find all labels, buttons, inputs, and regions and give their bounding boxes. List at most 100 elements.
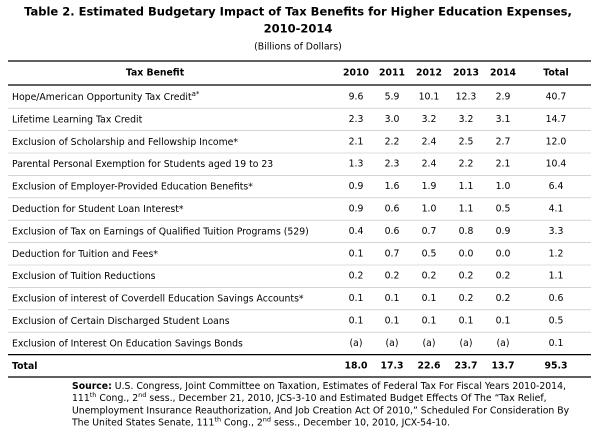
source-text: Unemployment Insurance Reauthorization, … <box>72 405 570 416</box>
cell: 18.0 <box>345 360 368 371</box>
column-header: 2013 <box>453 68 479 79</box>
cell: 2.9 <box>496 92 511 103</box>
cell: 3.2 <box>422 114 437 125</box>
cell: 0.8 <box>459 226 474 237</box>
cell: (a) <box>423 338 436 349</box>
cell: 0.9 <box>496 226 511 237</box>
cell: 0.0 <box>459 248 474 259</box>
cell: 0.1 <box>459 316 474 327</box>
cell: 22.6 <box>418 360 441 371</box>
cell: 2.3 <box>385 159 400 170</box>
cell: 0.4 <box>349 226 364 237</box>
cell: 9.6 <box>349 92 364 103</box>
cell: 3.2 <box>459 114 474 125</box>
label-text: Exclusion of Scholarship and Fellowship … <box>12 136 238 147</box>
row-label: Parental Personal Exemption for Students… <box>12 159 273 170</box>
cell: 2.1 <box>349 136 364 147</box>
label-text: Deduction for Tuition and Fees* <box>12 248 158 259</box>
cell: 0.7 <box>422 226 437 237</box>
source-text: sess., December 10, 2010, JCX-54-10. <box>271 417 450 428</box>
cell: 0.1 <box>349 316 364 327</box>
cell: 1.2 <box>549 248 564 259</box>
label-text: Exclusion of Employer-Provided Education… <box>12 181 253 192</box>
column-header: 2010 <box>343 68 369 79</box>
cell: 10.4 <box>546 159 567 170</box>
label-text: Exclusion of Tax on Earnings of Qualifie… <box>12 226 309 237</box>
cell: 3.1 <box>496 114 511 125</box>
cell: 0.1 <box>349 293 364 304</box>
cell: 0.2 <box>422 271 437 282</box>
cell: 4.1 <box>549 204 564 215</box>
cell: 6.4 <box>549 181 564 192</box>
source-text: sess., December 21, 2010, JCS-3-10 and E… <box>146 393 546 404</box>
cell: 0.1 <box>349 248 364 259</box>
cell: 0.5 <box>422 248 437 259</box>
label-text: Parental Personal Exemption for Students… <box>12 159 273 170</box>
cell: 0.5 <box>549 316 564 327</box>
row-label: Exclusion of Interest On Education Savin… <box>12 338 243 349</box>
row-label: Deduction for Tuition and Fees* <box>12 248 158 259</box>
cell: 10.1 <box>419 92 440 103</box>
cell: 2.4 <box>422 159 437 170</box>
row-label: Exclusion of Employer-Provided Education… <box>12 181 253 192</box>
source-label: Source: <box>72 381 112 392</box>
cell: 23.7 <box>455 360 478 371</box>
cell: 1.6 <box>385 181 400 192</box>
cell: 0.2 <box>385 271 400 282</box>
label-text: Exclusion of Tuition Reductions <box>12 271 156 282</box>
label-text: Deduction for Student Loan Interest* <box>12 204 184 215</box>
source-line: 111th Cong., 2nd sess., December 21, 201… <box>72 391 547 404</box>
cell: 17.3 <box>381 360 404 371</box>
cell: 2.5 <box>459 136 474 147</box>
superscript: th <box>214 416 221 424</box>
cell: 1.9 <box>422 181 437 192</box>
source-text: 111 <box>72 393 90 404</box>
column-header: Total <box>543 68 568 79</box>
cell: 13.7 <box>492 360 515 371</box>
cell: (a) <box>350 338 363 349</box>
cell: 2.2 <box>385 136 400 147</box>
cell: 2.3 <box>349 114 364 125</box>
source-line: Source: U.S. Congress, Joint Committee o… <box>72 381 566 392</box>
cell: 1.0 <box>422 204 437 215</box>
cell: 1.3 <box>349 159 364 170</box>
source-line: Unemployment Insurance Reauthorization, … <box>72 405 570 416</box>
cell: 0.1 <box>549 338 564 349</box>
row-label: Lifetime Learning Tax Credit <box>12 114 143 125</box>
cell: 0.1 <box>385 293 400 304</box>
cell: (a) <box>460 338 473 349</box>
label-text: Lifetime Learning Tax Credit <box>12 114 143 125</box>
cell: 0.2 <box>496 271 511 282</box>
row-label: Hope/American Opportunity Tax Credita* <box>12 90 200 103</box>
cell: 0.2 <box>459 293 474 304</box>
label-text: Total <box>12 360 37 371</box>
cell: (a) <box>386 338 399 349</box>
cell: 0.1 <box>422 293 437 304</box>
row-label: Exclusion of Tax on Earnings of Qualifie… <box>12 226 309 237</box>
cell: 12.3 <box>456 92 477 103</box>
cell: 0.2 <box>459 271 474 282</box>
cell: 0.9 <box>349 204 364 215</box>
row-label: Exclusion of Scholarship and Fellowship … <box>12 136 238 147</box>
label-text: Exclusion of Certain Discharged Student … <box>12 316 230 327</box>
cell: 0.0 <box>496 248 511 259</box>
row-label: Deduction for Student Loan Interest* <box>12 204 184 215</box>
cell: 3.3 <box>549 226 564 237</box>
cell: 1.1 <box>459 181 474 192</box>
cell: (a) <box>497 338 510 349</box>
superscript: th <box>90 391 97 399</box>
cell: 0.6 <box>385 226 400 237</box>
column-header: Tax Benefit <box>126 68 185 79</box>
cell: 1.1 <box>549 271 564 282</box>
column-header: 2014 <box>490 68 516 79</box>
cell: 95.3 <box>545 360 568 371</box>
cell: 40.7 <box>546 92 567 103</box>
cell: 1.1 <box>459 204 474 215</box>
cell: 2.2 <box>459 159 474 170</box>
title: Table 2. Estimated Budgetary Impact of T… <box>24 5 572 19</box>
row-label: Total <box>12 360 37 371</box>
superscript: nd <box>138 391 146 399</box>
subtitle: (Billions of Dollars) <box>254 42 342 53</box>
